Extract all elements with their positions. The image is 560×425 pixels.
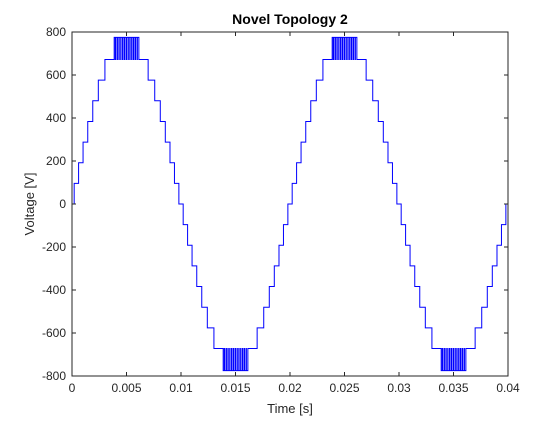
y-tick-label: 800	[46, 25, 66, 39]
y-tick-label: -400	[42, 283, 66, 297]
x-tick-label: 0.01	[169, 381, 193, 395]
y-tick-label: -200	[42, 240, 66, 254]
x-tick-label: 0.035	[438, 381, 468, 395]
x-tick-label: 0.025	[329, 381, 359, 395]
y-tick-label: -600	[42, 326, 66, 340]
y-tick-label: 0	[59, 197, 66, 211]
y-axis-label: Voltage [V]	[22, 173, 37, 236]
y-tick-label: 200	[46, 154, 66, 168]
x-tick-label: 0.03	[387, 381, 411, 395]
x-axis-label: Time [s]	[267, 401, 313, 416]
chart-title: Novel Topology 2	[232, 11, 348, 27]
x-tick-label: 0.005	[111, 381, 141, 395]
x-tick-label: 0	[69, 381, 76, 395]
y-tick-label: -800	[42, 369, 66, 383]
y-tick-label: 600	[46, 68, 66, 82]
y-tick-label: 400	[46, 111, 66, 125]
x-tick-label: 0.02	[278, 381, 302, 395]
x-tick-label: 0.015	[220, 381, 250, 395]
x-tick-label: 0.04	[496, 381, 520, 395]
